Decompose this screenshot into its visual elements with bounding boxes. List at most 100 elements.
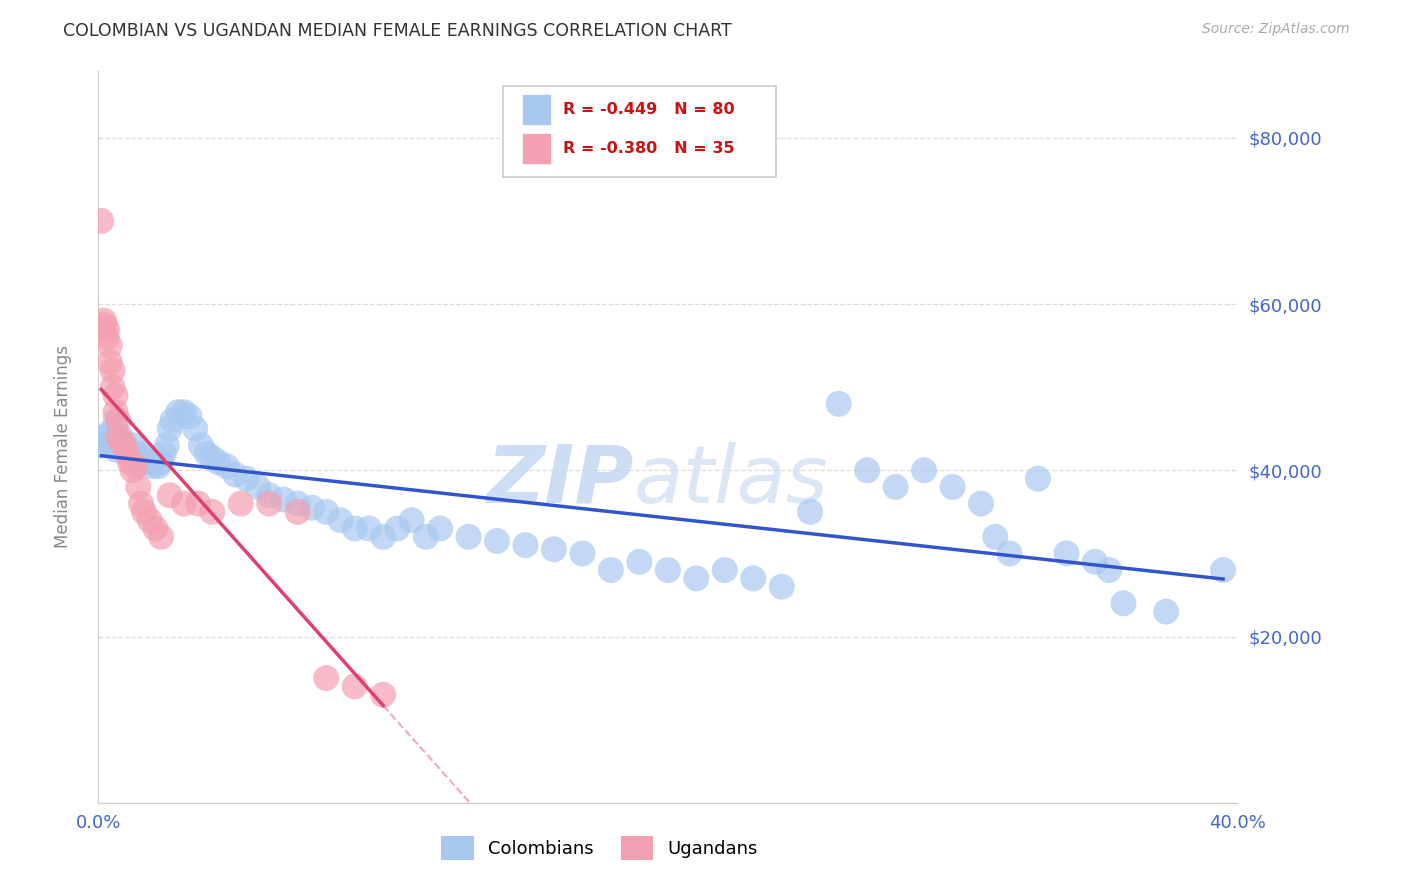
Point [415, 530, 437, 544]
Point [190, 438, 212, 452]
Legend: Colombians, Ugandans: Colombians, Ugandans [434, 830, 765, 867]
Point [104, 388, 127, 402]
Point [104, 405, 127, 419]
Point [912, 463, 935, 477]
Point [93, 314, 115, 328]
Point [124, 447, 146, 461]
Point [329, 513, 352, 527]
Point [828, 397, 851, 411]
Point [856, 463, 879, 477]
Point [201, 450, 224, 465]
Point [159, 488, 181, 502]
Point [195, 447, 218, 461]
Point [224, 467, 246, 482]
Point [127, 450, 149, 465]
Point [129, 497, 152, 511]
Point [657, 563, 679, 577]
Point [138, 513, 160, 527]
Point [107, 413, 129, 427]
Point [179, 409, 201, 424]
Point [571, 546, 593, 560]
Point [145, 455, 167, 469]
Point [273, 492, 295, 507]
Point [373, 530, 395, 544]
Point [101, 380, 124, 394]
Point [799, 505, 821, 519]
Point [159, 422, 181, 436]
Point [150, 530, 173, 544]
Point [118, 442, 141, 457]
Point [135, 450, 157, 465]
Point [387, 521, 409, 535]
Point [246, 480, 269, 494]
Point [107, 434, 129, 449]
Point [259, 488, 281, 502]
Point [110, 434, 132, 449]
Point [187, 497, 209, 511]
Point [141, 459, 163, 474]
Point [343, 521, 366, 535]
FancyBboxPatch shape [503, 86, 776, 178]
Point [101, 363, 124, 377]
Point [1084, 555, 1107, 569]
Point [401, 513, 423, 527]
Text: ZIP: ZIP [486, 442, 634, 520]
Point [1212, 563, 1234, 577]
Point [742, 571, 765, 585]
Point [115, 447, 138, 461]
Point [1154, 605, 1177, 619]
Point [429, 521, 451, 535]
Point [121, 463, 143, 477]
Point [343, 680, 366, 694]
Point [207, 455, 229, 469]
Point [235, 472, 257, 486]
Text: Source: ZipAtlas.com: Source: ZipAtlas.com [1202, 22, 1350, 37]
Point [101, 438, 124, 452]
Point [1056, 546, 1078, 560]
Point [770, 580, 793, 594]
Point [287, 505, 309, 519]
Point [148, 459, 170, 474]
Point [173, 405, 195, 419]
Text: atlas: atlas [634, 442, 828, 520]
Text: R = -0.449   N = 80: R = -0.449 N = 80 [562, 102, 735, 117]
Point [184, 422, 207, 436]
Point [515, 538, 537, 552]
Point [970, 497, 993, 511]
Point [104, 413, 127, 427]
Point [98, 338, 121, 352]
Point [600, 563, 623, 577]
Point [162, 413, 184, 427]
Point [457, 530, 479, 544]
Point [315, 671, 337, 685]
Point [118, 455, 141, 469]
Point [173, 497, 195, 511]
Point [110, 430, 132, 444]
Point [98, 355, 121, 369]
Point [96, 434, 118, 449]
Point [357, 521, 380, 535]
Point [132, 505, 155, 519]
Point [942, 480, 965, 494]
Point [93, 318, 115, 332]
Point [156, 438, 179, 452]
Point [315, 505, 337, 519]
Point [132, 455, 155, 469]
Text: R = -0.380   N = 35: R = -0.380 N = 35 [562, 141, 735, 156]
Point [1112, 596, 1135, 610]
Point [215, 459, 238, 474]
Point [112, 438, 135, 452]
Text: Median Female Earnings: Median Female Earnings [55, 344, 72, 548]
Point [129, 447, 152, 461]
Text: COLOMBIAN VS UGANDAN MEDIAN FEMALE EARNINGS CORRELATION CHART: COLOMBIAN VS UGANDAN MEDIAN FEMALE EARNI… [63, 22, 733, 40]
Point [714, 563, 737, 577]
Point [259, 497, 281, 511]
Point [90, 438, 112, 452]
Point [96, 330, 118, 344]
Point [201, 505, 224, 519]
Point [301, 500, 323, 515]
Point [124, 459, 146, 474]
Point [96, 322, 118, 336]
FancyBboxPatch shape [522, 95, 551, 125]
Point [145, 521, 167, 535]
